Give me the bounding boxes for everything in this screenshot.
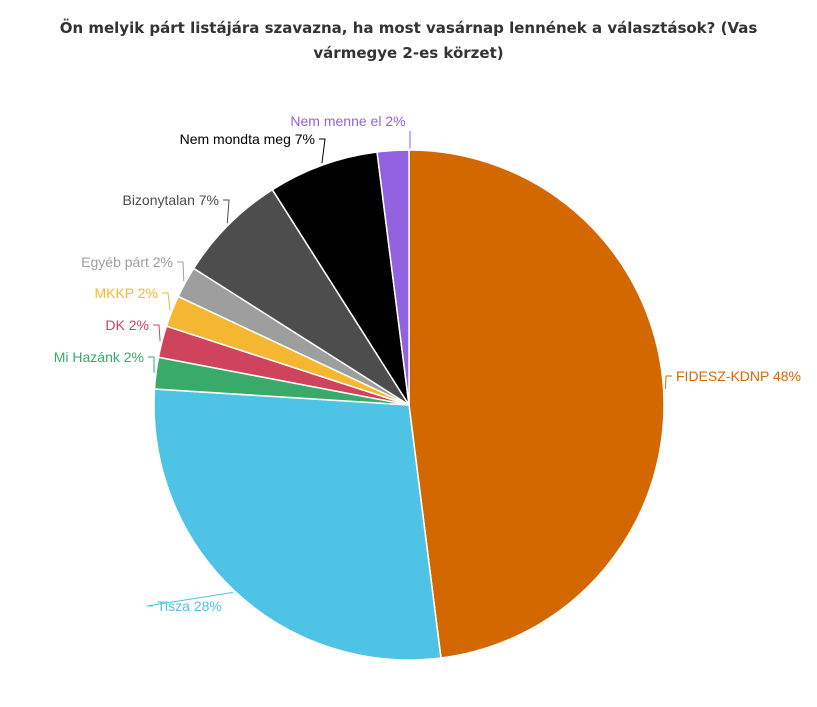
connector-mkkp — [162, 292, 171, 311]
connector-bizonytalan — [223, 199, 230, 224]
pie-slice-nem-mondta-meg — [271, 151, 410, 406]
pie-slice-fidesz-kdnp — [408, 149, 665, 659]
slice-label-bizonytalan: Bizonytalan 7% — [122, 192, 219, 208]
slice-label-mkkp: MKKP 2% — [94, 285, 158, 301]
connector-tisza — [146, 591, 234, 607]
connector-egyeb-part — [177, 261, 185, 282]
label-connectors — [146, 131, 672, 607]
slice-label-fidesz-kdnp: FIDESZ-KDNP 48% — [676, 368, 801, 384]
connector-nem-mondta-meg — [319, 138, 326, 164]
slice-label-dk: DK 2% — [105, 317, 149, 333]
pie-slice-tisza — [153, 388, 442, 661]
slice-label-nem-menne-el: Nem menne el 2% — [290, 113, 405, 129]
pie-slice-bizonytalan — [192, 188, 410, 406]
slice-labels: FIDESZ-KDNP 48% Tisza 28% Mi Hazánk 2% DK 2… — [54, 113, 801, 614]
connector-mi-hazank — [148, 356, 155, 373]
pie-slices — [153, 149, 665, 661]
connector-dk — [153, 324, 161, 342]
pie-slice-nem-menne-el — [376, 149, 410, 406]
chart-title: Ön melyik párt listájára szavazna, ha mo… — [59, 19, 758, 62]
connector-fidesz-kdnp — [664, 375, 672, 389]
slice-label-mi-hazank: Mi Hazánk 2% — [54, 349, 144, 365]
slice-label-egyeb-part: Egyéb párt 2% — [81, 254, 173, 270]
slice-label-nem-mondta-meg: Nem mondta meg 7% — [180, 131, 315, 147]
slice-label-tisza: Tisza 28% — [157, 598, 222, 614]
